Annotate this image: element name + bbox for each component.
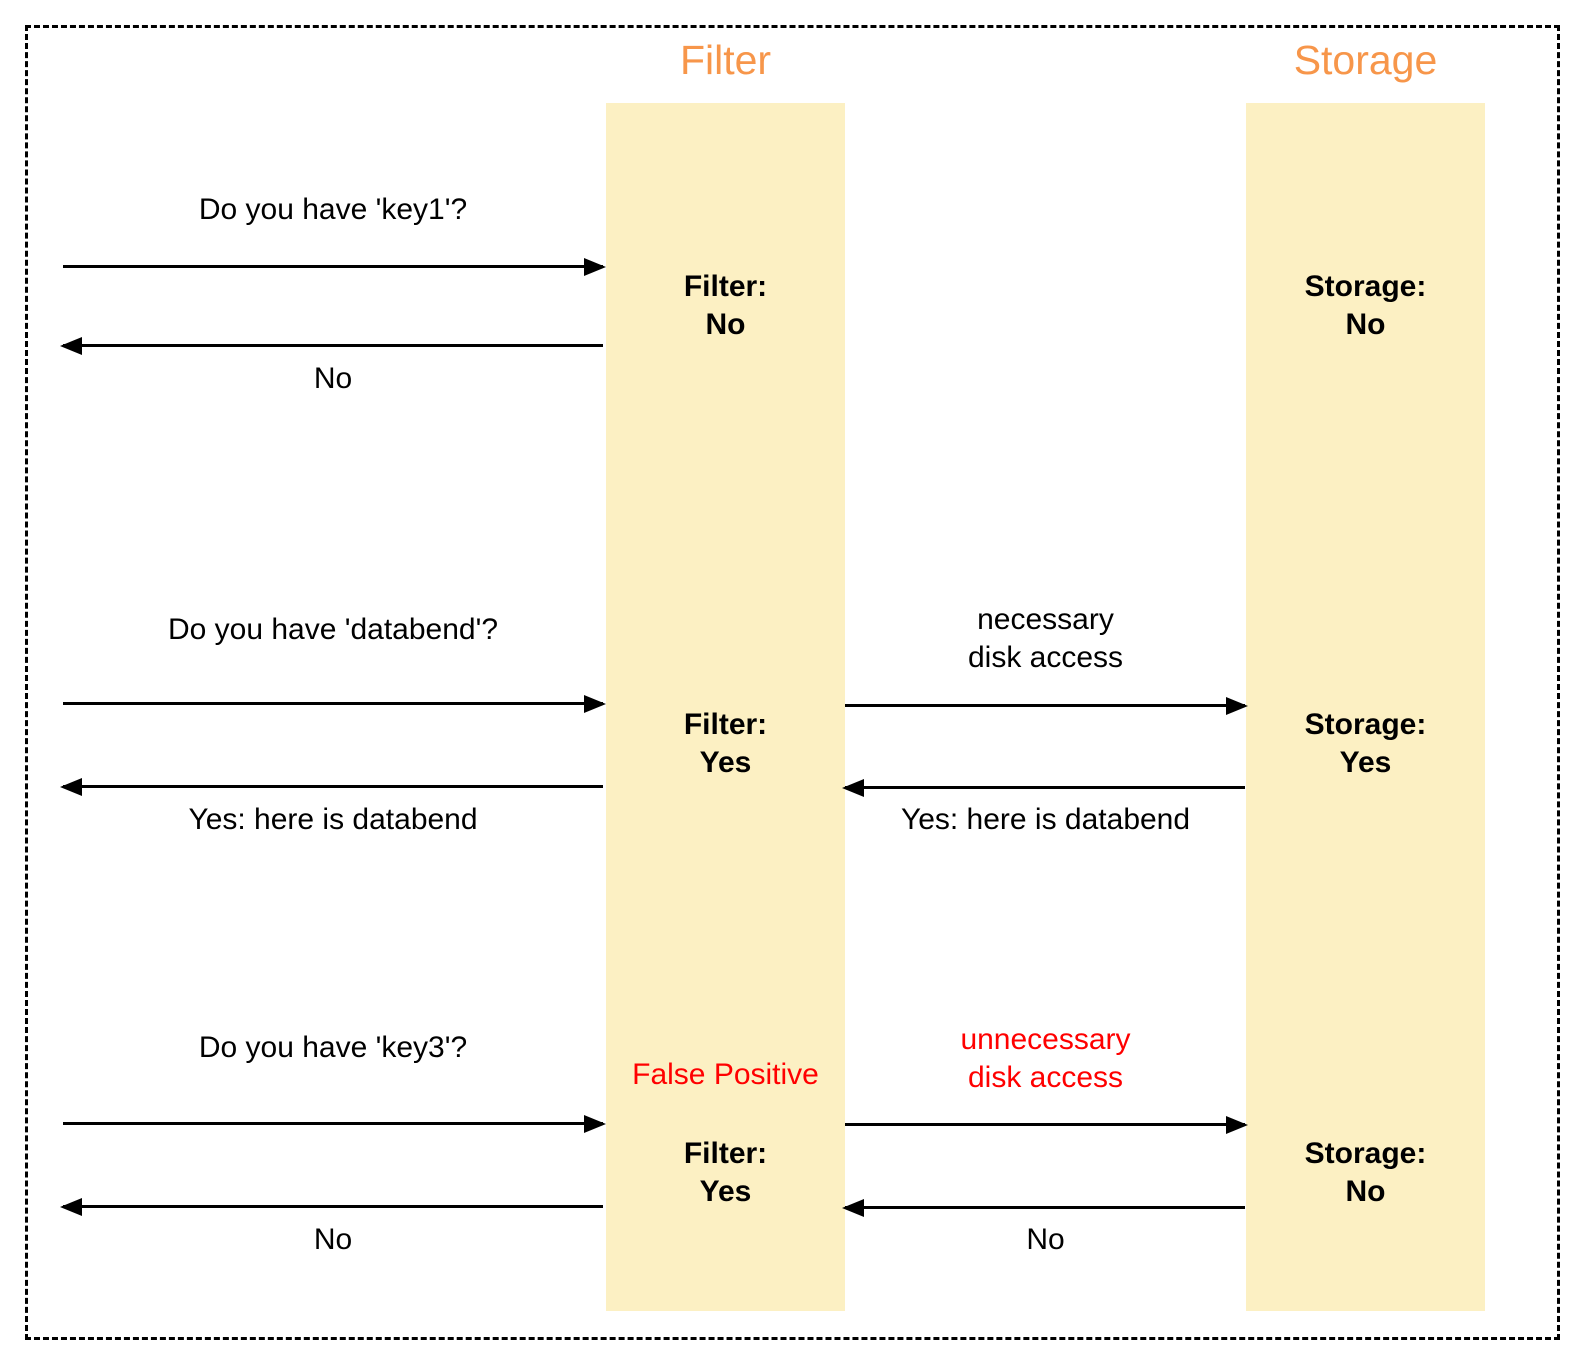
disk-response-arrow [845,786,1245,789]
storage-state: Storage: Yes [1246,706,1485,782]
false-positive-annotation: False Positive [632,1058,819,1091]
response-message: No [313,1223,353,1256]
disk-access-line2: disk access [967,1061,1124,1094]
filter-lane-title: Filter [679,37,772,83]
response-arrow [63,785,603,788]
disk-access-note: unnecessary disk access [845,1021,1246,1097]
request-arrow [63,1122,603,1125]
filter-state-title: Filter: [683,1137,768,1170]
filter-state-title: Filter: [683,270,768,303]
response-arrow [63,1205,603,1208]
request-message: Do you have 'databend'? [167,613,499,646]
diagram-border [25,25,1560,1340]
storage-lane-title: Storage [1293,37,1438,83]
response-arrow [63,344,603,347]
request-message: Do you have 'key3'? [198,1031,468,1064]
request-arrow [63,265,603,268]
storage-state-answer: No [1345,308,1386,341]
response-message: Yes: here is databend [188,803,478,836]
storage-response-message: Yes: here is databend [900,803,1191,836]
request-arrow [63,702,603,705]
storage-state-title: Storage: [1304,1137,1427,1170]
disk-access-note: necessary disk access [845,601,1246,677]
disk-request-arrow [845,1123,1245,1126]
storage-state-answer: Yes [1339,746,1392,779]
filter-state-answer: Yes [699,746,752,779]
filter-state-answer: No [705,308,746,341]
storage-state: Storage: No [1246,1135,1485,1211]
storage-state-answer: No [1345,1175,1386,1208]
filter-state-title: Filter: [683,708,768,741]
disk-response-arrow [845,1206,1245,1209]
storage-lane [1246,103,1485,1311]
disk-access-line1: unnecessary [960,1023,1131,1056]
storage-state-title: Storage: [1304,270,1427,303]
storage-state-title: Storage: [1304,708,1427,741]
disk-access-line2: disk access [967,641,1124,674]
disk-access-line1: necessary [977,603,1114,636]
filter-state: Filter: No [606,268,845,344]
filter-lane [606,103,845,1311]
request-message: Do you have 'key1'? [198,193,468,226]
disk-request-arrow [845,704,1245,707]
response-message: No [313,362,353,395]
storage-state: Storage: No [1246,268,1485,344]
storage-response-message: No [1026,1223,1065,1256]
filter-state-answer: Yes [699,1175,752,1208]
filter-state: Filter: Yes [606,1135,845,1211]
filter-state: Filter: Yes [606,706,845,782]
